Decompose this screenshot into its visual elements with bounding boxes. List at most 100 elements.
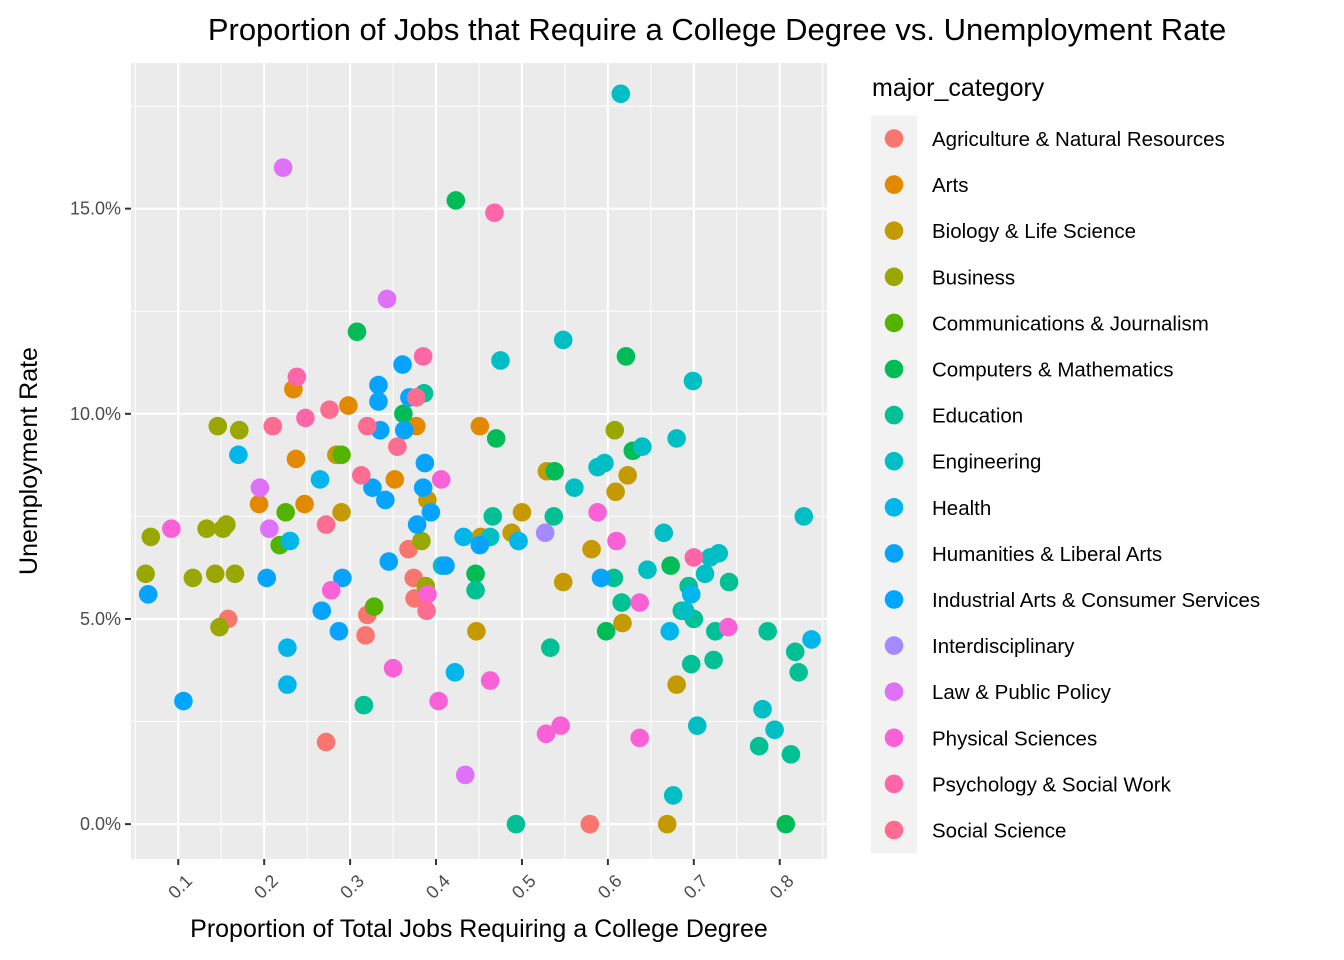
data-point (480, 671, 500, 690)
data-point (632, 437, 652, 456)
x-tick-label: 0.3 (336, 871, 368, 903)
legend-key (884, 129, 904, 148)
data-point (225, 564, 245, 584)
y-tick-label: 5.0% (80, 609, 121, 629)
data-point (613, 613, 632, 633)
legend-label: Law & Public Policy (932, 681, 1112, 704)
data-point (544, 507, 564, 526)
y-tick-label: 0.0% (80, 814, 121, 834)
data-point (753, 699, 772, 719)
legend-key (884, 590, 904, 609)
data-point (681, 654, 701, 674)
data-point (630, 593, 649, 612)
data-point (413, 478, 433, 497)
data-point (605, 420, 625, 440)
data-point (260, 519, 279, 539)
data-point (412, 531, 431, 551)
data-point (436, 556, 455, 575)
data-point (417, 601, 436, 621)
data-point (287, 367, 307, 387)
data-point (454, 527, 473, 547)
data-point (553, 572, 573, 592)
minor-gridlines (131, 63, 827, 859)
data-point (183, 568, 203, 588)
legend-key (884, 405, 904, 425)
data-point (661, 556, 680, 575)
data-point (506, 814, 526, 834)
data-point (316, 515, 336, 534)
data-point (582, 539, 601, 559)
data-point (280, 531, 300, 551)
data-point (376, 490, 395, 510)
legend-key (884, 451, 904, 471)
data-point (229, 445, 248, 465)
data-point (486, 429, 506, 448)
y-axis-title: Unemployment Rate (15, 347, 43, 575)
data-point (312, 601, 332, 621)
data-point (794, 507, 814, 526)
data-point (329, 621, 349, 641)
data-point (749, 736, 769, 756)
data-point (174, 691, 193, 711)
data-point (704, 650, 723, 670)
legend-label: Humanities & Liberal Arts (932, 543, 1162, 566)
data-point (413, 347, 433, 366)
data-point (638, 560, 657, 580)
data-point (229, 420, 249, 440)
data-point (357, 416, 377, 436)
data-point (421, 502, 441, 522)
data-point (332, 445, 351, 465)
data-point (595, 453, 614, 473)
data-point (250, 478, 270, 497)
data-point (604, 568, 624, 588)
legend-key (884, 728, 904, 748)
data-point (278, 675, 297, 694)
data-point (667, 675, 686, 694)
data-point (681, 585, 701, 604)
data-point (278, 638, 297, 657)
data-point (429, 691, 448, 711)
data-point (611, 84, 631, 104)
data-point (553, 330, 573, 350)
y-axis-ticks: 0.0% 5.0% 10.0% 15.0% (70, 199, 131, 834)
data-point (616, 347, 636, 366)
data-point (606, 482, 625, 502)
legend-key (884, 682, 904, 701)
data-point (630, 728, 649, 748)
x-axis-ticks: 0.1 0.2 0.3 0.4 0.5 0.6 0.7 0.8 (164, 859, 798, 903)
y-tick-label: 10.0% (70, 404, 121, 424)
data-point (684, 548, 704, 567)
data-point (789, 663, 808, 682)
legend-label: Industrial Arts & Consumer Services (932, 589, 1260, 612)
data-point (377, 289, 397, 309)
data-point (718, 617, 738, 637)
data-point (431, 470, 451, 489)
data-point (263, 416, 283, 436)
data-point (383, 658, 403, 678)
legend-label: Biology & Life Science (932, 220, 1136, 243)
data-point (536, 724, 556, 744)
legend-key (884, 636, 904, 655)
legend-label: Communications & Journalism (932, 312, 1209, 335)
data-point (393, 355, 412, 374)
x-tick-label: 0.2 (250, 871, 282, 903)
legend-key (884, 774, 904, 794)
data-point (545, 461, 564, 481)
data-point (470, 416, 490, 436)
data-point (657, 814, 677, 834)
data-point (369, 392, 388, 411)
data-point (369, 375, 388, 395)
data-point (354, 695, 374, 715)
data-point (535, 523, 555, 543)
legend-title: major_category (872, 74, 1045, 102)
data-point (565, 478, 584, 497)
data-point (509, 531, 528, 551)
data-point (445, 663, 465, 682)
data-point (512, 502, 532, 522)
x-axis-title: Proportion of Total Jobs Requiring a Col… (190, 915, 768, 943)
data-point (210, 617, 229, 637)
legend-key (884, 221, 904, 240)
data-point (347, 322, 367, 342)
data-point (379, 552, 399, 571)
